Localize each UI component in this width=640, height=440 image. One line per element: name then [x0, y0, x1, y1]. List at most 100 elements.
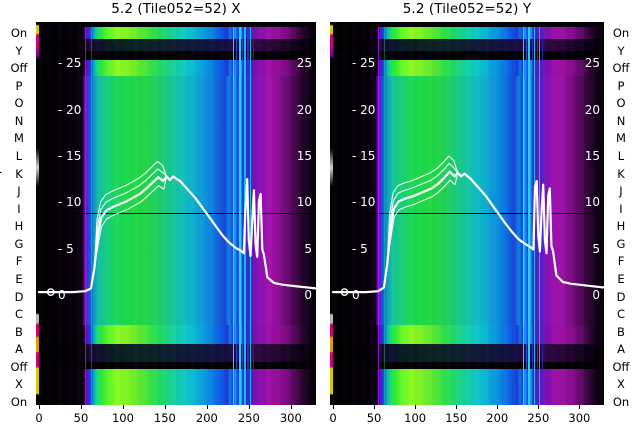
spectrum-curve-trace	[332, 155, 604, 293]
spectrogram-row-fill	[39, 39, 316, 51]
dipole-label-x-20: X	[15, 377, 23, 392]
spectrogram-row-fill	[39, 362, 316, 369]
spectrogram-row-fill	[39, 50, 316, 60]
x-tick-label: 50	[73, 411, 89, 425]
y-tick-label-inner-right: 5	[592, 241, 600, 256]
spectrogram-row-fill	[333, 362, 604, 369]
dipole-label-off-2: Off	[10, 61, 28, 76]
y-tick-label-inner-left: - 10	[352, 195, 376, 210]
spectrogram-row-fill	[333, 50, 604, 60]
x-tick-label: 150	[153, 411, 176, 425]
y-tick-label-inner-right: 15	[584, 148, 600, 163]
spectrum-curve-trace	[332, 172, 604, 293]
dipole-label-a-18: A	[15, 342, 23, 357]
y-tick-label-inner-right: 25	[584, 56, 600, 71]
dipole-label-on-0: On	[612, 26, 630, 40]
x-tick	[39, 405, 40, 409]
x-tick	[248, 405, 250, 409]
dipole-label-m-6: M	[616, 131, 626, 146]
dipole-label-e-14: E	[15, 272, 23, 286]
y-tick-label-inner-right: 0	[592, 287, 600, 302]
x-tick	[206, 405, 208, 409]
spectrogram-panel-x[interactable]	[36, 22, 316, 405]
y-tick-label-inner-right: 25	[296, 56, 312, 71]
spectrum-curve-trace	[38, 168, 316, 293]
dipole-label-b-17: B	[15, 324, 23, 339]
dipole-label-off-2: Off	[612, 61, 630, 76]
dipole-label-on-21: On	[612, 395, 630, 409]
x-tick-label: 0	[35, 411, 43, 425]
x-tick	[122, 405, 124, 409]
y-tick-label-inner-right: 20	[584, 102, 600, 117]
dipole-label-x-20: X	[617, 377, 625, 392]
spectrum-curve-trace	[38, 175, 316, 293]
y-tick-label-inner-right: 20	[296, 102, 312, 117]
y-tick-label-inner-left: 0	[352, 287, 360, 302]
spectrogram-row-fill	[333, 39, 604, 51]
dipole-label-b-17: B	[617, 324, 625, 339]
x-tick	[538, 405, 540, 409]
y-tick-label-inner-left: - 15	[352, 148, 376, 163]
spectrogram-row-fill	[333, 324, 604, 344]
dipole-label-g-12: G	[14, 236, 24, 251]
x-tick	[164, 405, 166, 409]
dipole-label-a-18: A	[617, 342, 625, 357]
dipole-label-m-6: M	[14, 131, 24, 146]
dipole-label-c-16: C	[616, 307, 626, 322]
x-tick-label: 200	[195, 411, 218, 425]
x-tick-label: 250	[237, 411, 260, 425]
panel-title-y: 5.2 (Tile052=52) Y	[402, 1, 532, 17]
dipole-label-d-15: D	[14, 289, 24, 304]
spectrum-curve-path	[37, 175, 316, 294]
y-tick-label-inner-left: - 5	[352, 241, 368, 256]
dipole-label-e-14: E	[617, 272, 625, 286]
dipole-label-d-15: D	[616, 289, 626, 304]
dipole-label-h-11: H	[616, 219, 626, 234]
dipole-label-g-12: G	[616, 236, 626, 251]
dipole-label-k-8: K	[15, 166, 23, 181]
y-tick-label-inner-left: - 20	[352, 102, 376, 117]
y-tick-label-inner-left: - 25	[352, 56, 376, 71]
x-tick-label: 100	[111, 411, 134, 425]
x-axis-right: 0 50 100 150 200 250 300	[329, 405, 604, 435]
zero-marker	[340, 288, 349, 297]
x-tick	[497, 405, 499, 409]
y-tick-label-inner-left: - 15	[58, 148, 82, 163]
panel-title-x: 5.2 (Tile052=52) X	[111, 1, 241, 17]
dipole-label-o-4: O	[616, 96, 626, 111]
x-tick	[290, 405, 292, 409]
dipole-label-i-10: I	[17, 201, 21, 216]
x-tick-label: 200	[486, 411, 509, 425]
spectrum-curve-trace	[332, 162, 604, 293]
spectrogram-row-fill	[39, 22, 316, 27]
dipole-label-n-5: N	[14, 113, 24, 128]
dipole-label-k-8: K	[617, 166, 625, 181]
dipole-label-on-0: On	[10, 26, 28, 40]
dipole-label-h-11: H	[14, 219, 24, 234]
x-tick	[80, 405, 82, 409]
dipole-label-l-7: L	[15, 149, 23, 163]
x-tick-label: 150	[445, 411, 468, 425]
y-tick-label-inner-right: 10	[584, 195, 600, 210]
spectrum-curve-path	[331, 170, 604, 294]
dipole-label-i-10: I	[619, 201, 623, 216]
y-tick-label-inner-left: 0	[58, 287, 66, 302]
spectrogram-row-fill	[39, 59, 316, 76]
x-tick	[333, 405, 334, 409]
panel-edge-stripe	[330, 22, 333, 405]
panel-edge-stripe	[36, 22, 39, 405]
x-tick-label: 250	[527, 411, 550, 425]
y-tick-label-inner-left: - 25	[58, 56, 82, 71]
x-tick	[579, 405, 581, 409]
y-tick-label-inner-right: 10	[296, 195, 312, 210]
y-tick-label-inner-left: - 10	[58, 195, 82, 210]
y-tick-label-inner-right: 15	[296, 148, 312, 163]
x-tick	[456, 405, 458, 409]
dipole-label-y-1: Y	[617, 43, 625, 58]
x-tick-label: 50	[366, 411, 382, 425]
dipole-label-l-7: L	[617, 149, 625, 163]
spectrogram-panel-y[interactable]	[330, 22, 604, 405]
dipole-label-c-16: C	[14, 307, 24, 322]
spectrogram-row-fill	[333, 22, 604, 27]
